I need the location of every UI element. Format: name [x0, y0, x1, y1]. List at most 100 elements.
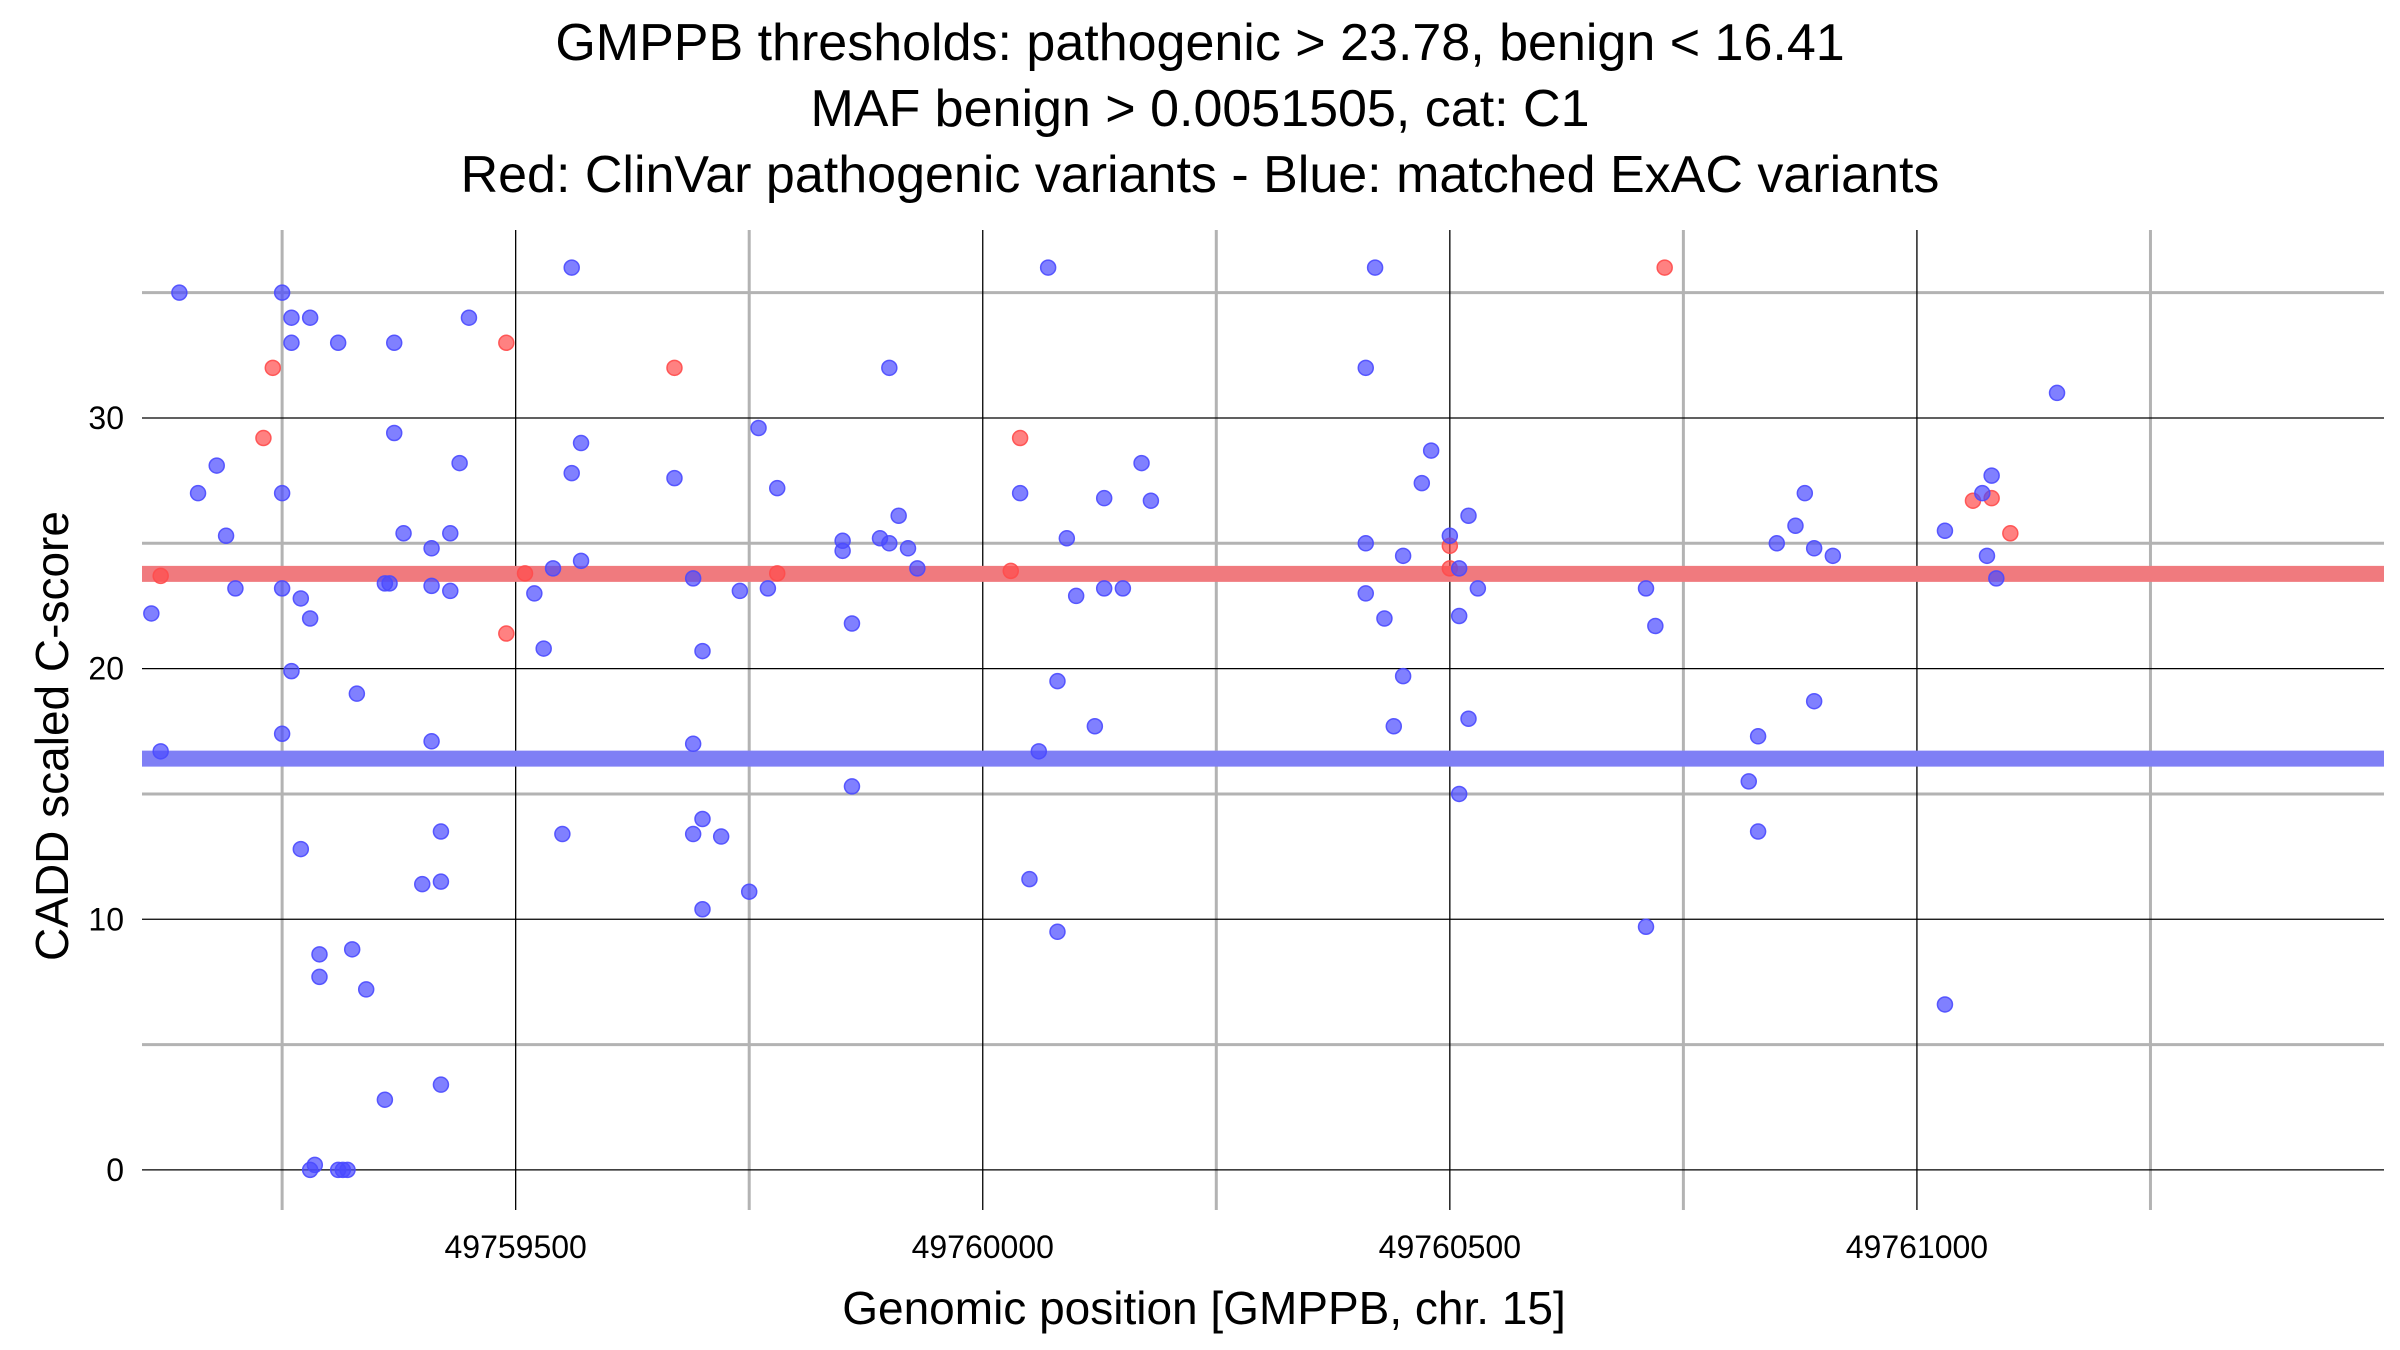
data-point-blue [311, 968, 328, 986]
data-point-blue [666, 469, 683, 487]
data-point-blue [1749, 728, 1767, 745]
data-point-blue [385, 334, 403, 352]
data-point-blue [1376, 610, 1393, 627]
data-point-blue [189, 484, 207, 502]
data-point-blue [442, 525, 459, 542]
data-point-blue [432, 1076, 450, 1093]
data-point-blue [1441, 527, 1459, 545]
data-point-blue [563, 464, 580, 482]
data-point-blue [1983, 467, 2000, 484]
data-point-blue [423, 577, 440, 595]
data-point-blue [1413, 474, 1431, 492]
data-point-blue [1114, 580, 1132, 597]
data-point-red [498, 334, 515, 352]
x-axis-title: Genomic position [GMPPB, chr. 15] [842, 1282, 1566, 1334]
data-point-red [768, 565, 786, 582]
data-point-blue [1357, 585, 1375, 602]
data-point-blue [217, 527, 235, 545]
data-point-red [1656, 259, 1673, 276]
data-point-blue [1021, 870, 1038, 888]
data-point-blue [1749, 823, 1767, 840]
data-point-blue [1450, 607, 1468, 625]
data-point-blue [712, 828, 730, 845]
data-point-red [2002, 525, 2019, 542]
data-point-blue [414, 875, 431, 893]
data-point-blue [423, 733, 440, 750]
data-point-red [152, 567, 169, 585]
data-point-blue [750, 419, 767, 437]
data-point-blue [381, 575, 398, 592]
data-point-blue [283, 309, 300, 326]
data-point-blue [432, 873, 450, 890]
data-point-blue [1422, 442, 1440, 459]
data-point-blue [283, 334, 300, 352]
data-point-blue [423, 540, 440, 557]
data-point-blue [1824, 547, 1842, 565]
data-point-blue [311, 946, 328, 963]
data-point-blue [329, 334, 347, 352]
data-point-blue [544, 560, 562, 577]
data-point-blue [1768, 535, 1786, 552]
data-point-blue [1049, 672, 1066, 690]
data-point-blue [395, 525, 412, 542]
data-point-blue [1394, 547, 1412, 565]
y-tick-label: 0 [106, 1152, 124, 1188]
data-point-red [1011, 429, 1029, 447]
y-tick-label: 30 [88, 400, 124, 436]
data-point-blue [1647, 617, 1664, 635]
y-tick-label: 20 [88, 651, 124, 687]
x-tick-label: 49761000 [1846, 1229, 1988, 1265]
data-point-blue [1460, 710, 1477, 727]
y-axis-ticks: 0 10 20 30 [88, 400, 124, 1188]
data-point-blue [273, 725, 291, 743]
data-point-red [264, 359, 282, 377]
data-point-blue [909, 560, 926, 577]
data-point-blue [899, 540, 917, 557]
data-point-blue [432, 823, 450, 840]
data-point-blue [1805, 692, 1823, 710]
data-point-blue [890, 507, 907, 524]
data-point-blue [1058, 530, 1076, 547]
data-point-blue [768, 479, 786, 497]
y-tick-label: 10 [88, 901, 124, 937]
data-point-blue [740, 883, 758, 900]
data-point-blue [1787, 517, 1804, 535]
data-point-blue [273, 484, 291, 502]
data-point-blue [273, 580, 291, 597]
data-point-blue [152, 743, 169, 760]
data-point-blue [1095, 489, 1113, 507]
data-point-blue [1637, 580, 1655, 597]
data-point-red [666, 359, 683, 377]
data-point-blue [208, 457, 225, 474]
data-point-blue [572, 434, 590, 452]
data-point-blue [171, 284, 188, 301]
data-point-blue [694, 642, 711, 660]
data-point-blue [535, 640, 552, 657]
data-point-blue [1049, 923, 1066, 941]
data-point-blue [684, 825, 702, 843]
data-point-blue [1133, 454, 1150, 472]
data-point-blue [1936, 522, 1954, 540]
data-point-blue [1469, 580, 1487, 597]
title-line-1: GMPPB thresholds: pathogenic > 23.78, be… [555, 14, 1845, 72]
data-point-blue [554, 825, 571, 843]
data-point-blue [376, 1091, 394, 1108]
data-point-blue [1067, 587, 1085, 605]
data-point-blue [694, 900, 711, 918]
data-point-blue [451, 454, 468, 472]
data-point-blue [1978, 547, 1996, 565]
data-point-blue [2048, 384, 2066, 402]
threshold-layer [142, 565, 2384, 767]
data-point-blue [834, 532, 851, 550]
points-layer [143, 259, 2066, 1179]
data-point-blue [1740, 773, 1758, 790]
data-point-blue [1086, 718, 1104, 735]
data-point-blue [1385, 718, 1403, 735]
data-point-blue [684, 570, 702, 587]
data-point-blue [1796, 484, 1814, 502]
grid-layer [142, 230, 2384, 1210]
x-tick-label: 49759500 [444, 1229, 586, 1265]
x-tick-label: 49760500 [1379, 1229, 1521, 1265]
data-point-blue [572, 552, 590, 570]
data-point-blue [301, 610, 319, 627]
